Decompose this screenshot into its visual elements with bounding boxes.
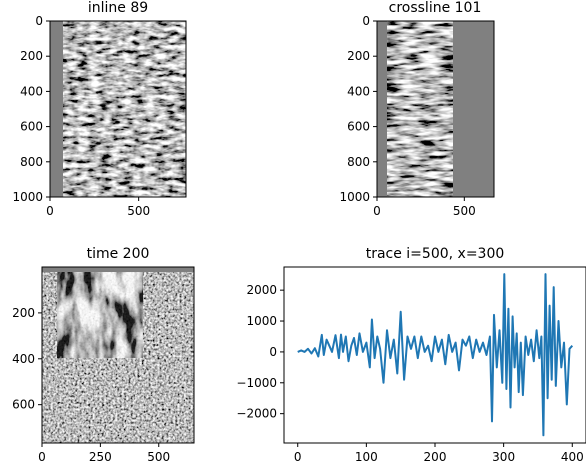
y-tick-label: 1000 (339, 190, 370, 204)
y-tick-label: −2000 (236, 407, 277, 421)
panel-inline-frame (49, 20, 187, 198)
y-tick-label: 800 (347, 155, 370, 169)
x-tick-label: 0 (294, 450, 302, 464)
y-tick-label: 600 (347, 120, 370, 134)
y-tick-label: 400 (12, 352, 35, 366)
trace-line (297, 273, 574, 437)
y-tick-label: 600 (12, 398, 35, 412)
x-tick-label: 200 (424, 450, 447, 464)
panel-inline-title: inline 89 (88, 0, 148, 16)
panel-trace-frame (283, 266, 586, 444)
panel-trace-ticks: 0 100 200 300 400 −2000 −1000 0 1000 2000 (236, 283, 583, 464)
y-tick-label: 600 (20, 120, 43, 134)
x-tick-label: 0 (46, 204, 54, 218)
x-tick-label: 250 (89, 450, 112, 464)
x-tick-label: 500 (453, 204, 476, 218)
panel-time-frame (41, 266, 195, 444)
y-tick-label: 1000 (12, 190, 43, 204)
y-tick-label: 200 (12, 306, 35, 320)
x-tick-label: 400 (561, 450, 584, 464)
panel-time: time 200 0 250 500 200 400 600 (12, 246, 195, 464)
y-tick-label: −1000 (236, 376, 277, 390)
y-tick-label: 2000 (246, 283, 277, 297)
panel-trace-title: trace i=500, x=300 (366, 246, 505, 262)
y-tick-label: 1000 (246, 314, 277, 328)
panel-time-title: time 200 (87, 246, 150, 262)
panel-trace: trace i=500, x=300 0 100 200 300 400 −2000 −10… (236, 246, 586, 464)
x-tick-label: 0 (38, 450, 46, 464)
panel-inline-image (63, 21, 186, 197)
y-tick-label: 0 (35, 14, 43, 28)
x-tick-label: 0 (373, 204, 381, 218)
x-tick-label: 500 (147, 450, 170, 464)
panel-crossline-ticks: 0 500 0 200 400 600 800 1000 (339, 14, 475, 218)
panel-time-streaks (57, 272, 143, 358)
panel-inline: inline 89 0 500 0 200 400 600 800 1000 (12, 0, 187, 218)
y-tick-label: 400 (347, 84, 370, 98)
y-tick-label: 0 (362, 14, 370, 28)
x-tick-label: 500 (127, 204, 150, 218)
y-tick-label: 0 (269, 345, 277, 359)
panel-crossline-frame (376, 20, 495, 198)
panel-crossline-title: crossline 101 (389, 0, 482, 16)
y-tick-label: 200 (347, 49, 370, 63)
panel-crossline: crossline 101 0 500 0 200 400 600 800 1000 (339, 0, 495, 218)
x-tick-label: 100 (355, 450, 378, 464)
x-tick-label: 300 (492, 450, 515, 464)
panel-inline-ticks: 0 500 0 200 400 600 800 1000 (12, 14, 150, 218)
panel-time-ticks: 0 250 500 200 400 600 (12, 306, 170, 464)
y-tick-label: 800 (20, 155, 43, 169)
y-tick-label: 200 (20, 49, 43, 63)
panel-crossline-image (387, 21, 453, 197)
y-tick-label: 400 (20, 84, 43, 98)
